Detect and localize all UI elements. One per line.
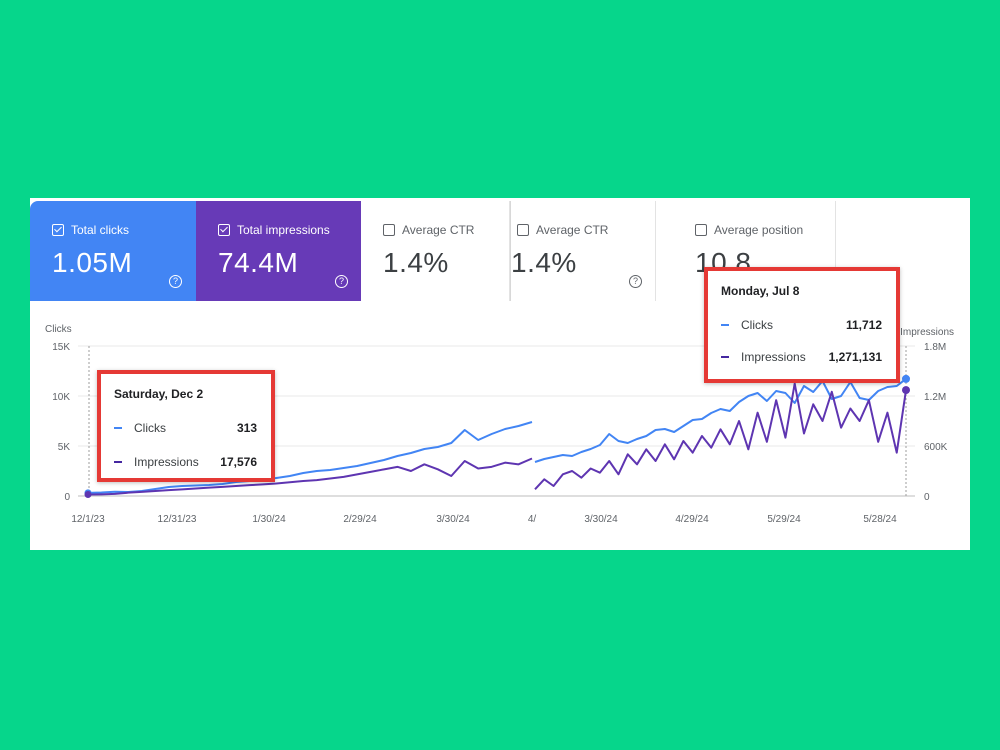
tooltip-impressions-row: Impressions 1,271,131 xyxy=(721,350,882,364)
clicks-series-line xyxy=(87,421,533,494)
x-axis-tick: 12/1/23 xyxy=(71,514,105,525)
tooltip-impressions-value: 1,271,131 xyxy=(828,350,882,364)
total-impressions-label: Total impressions xyxy=(218,223,330,237)
average-ctr-card-duplicate[interactable]: Average CTR 1.4% ? xyxy=(510,201,656,301)
impressions-legend-icon xyxy=(114,461,122,463)
clicks-series-line xyxy=(534,378,907,463)
tooltip-title: Saturday, Dec 2 xyxy=(114,387,204,401)
impressions-series-line xyxy=(87,457,533,496)
total-clicks-card[interactable]: Total clicks 1.05M ? xyxy=(30,201,196,301)
x-axis-tick: 12/31/23 xyxy=(158,514,197,525)
impressions-point-marker xyxy=(902,386,910,395)
chart-axes: Clicks15K10K5K0Impressions1.8M1.2M600K01… xyxy=(45,324,954,525)
checkbox-unchecked-icon[interactable] xyxy=(517,224,529,236)
y-axis-left-tick: 15K xyxy=(52,342,70,353)
x-axis-tick: 5/29/24 xyxy=(767,514,801,525)
tooltip-clicks-row: Clicks 11,712 xyxy=(721,318,882,332)
y-axis-right-title: Impressions xyxy=(900,327,954,338)
average-position-label: Average position xyxy=(695,223,803,237)
tooltip-jul-8: Monday, Jul 8 Clicks 11,712 Impressions … xyxy=(704,267,900,383)
x-axis-tick: 4/29/24 xyxy=(675,514,709,525)
impressions-legend-icon xyxy=(721,356,729,358)
y-axis-left-tick: 5K xyxy=(58,442,71,453)
y-axis-right-tick: 600K xyxy=(924,442,948,453)
tooltip-clicks-label: Clicks xyxy=(741,318,773,332)
chart-series xyxy=(87,378,907,496)
x-axis-tick: 2/29/24 xyxy=(343,514,377,525)
y-axis-right-tick: 0 xyxy=(924,492,930,503)
tooltip-impressions-value: 17,576 xyxy=(220,455,257,469)
average-ctr-label: Average CTR xyxy=(517,223,608,237)
total-clicks-value: 1.05M xyxy=(52,247,133,278)
tooltip-impressions-label: Impressions xyxy=(741,350,806,364)
x-axis-tick: 3/30/24 xyxy=(584,514,618,525)
impressions-series-line xyxy=(534,382,907,491)
tooltip-clicks-value: 313 xyxy=(236,421,257,435)
x-axis-tick: 5/28/24 xyxy=(863,514,897,525)
x-axis-tick: 3/30/24 xyxy=(436,514,470,525)
x-axis-tick: 4/ xyxy=(528,514,537,525)
y-axis-left-tick: 0 xyxy=(64,492,70,503)
impressions-point-marker xyxy=(84,491,92,499)
help-icon[interactable]: ? xyxy=(169,275,182,288)
y-axis-right-tick: 1.2M xyxy=(924,392,946,403)
total-impressions-card[interactable]: Total impressions 74.4M ? xyxy=(196,201,361,301)
tooltip-title: Monday, Jul 8 xyxy=(721,284,800,298)
y-axis-left-tick: 10K xyxy=(52,392,70,403)
checkbox-unchecked-icon[interactable] xyxy=(383,224,395,236)
tooltip-clicks-row: Clicks 313 xyxy=(114,421,257,435)
help-icon[interactable]: ? xyxy=(335,275,348,288)
total-impressions-value: 74.4M xyxy=(218,247,299,278)
checkbox-checked-icon[interactable] xyxy=(218,224,230,236)
average-ctr-card[interactable]: Average CTR 1.4% ? xyxy=(361,201,541,301)
checkbox-checked-icon[interactable] xyxy=(52,224,64,236)
tooltip-impressions-label: Impressions xyxy=(134,455,199,469)
clicks-legend-icon xyxy=(721,324,729,326)
help-icon[interactable]: ? xyxy=(629,275,642,288)
tooltip-dec-2: Saturday, Dec 2 Clicks 313 Impressions 1… xyxy=(97,370,275,482)
tooltip-clicks-value: 11,712 xyxy=(845,318,882,332)
average-ctr-value: 1.4% xyxy=(511,247,577,278)
total-clicks-label: Total clicks xyxy=(52,223,129,237)
checkbox-unchecked-icon[interactable] xyxy=(695,224,707,236)
average-ctr-value: 1.4% xyxy=(383,247,449,278)
clicks-point-marker xyxy=(902,374,910,383)
tooltip-clicks-label: Clicks xyxy=(134,421,166,435)
y-axis-right-tick: 1.8M xyxy=(924,342,946,353)
tooltip-impressions-row: Impressions 17,576 xyxy=(114,455,257,469)
clicks-legend-icon xyxy=(114,427,122,429)
chart-markers xyxy=(84,374,910,499)
x-axis-tick: 1/30/24 xyxy=(252,514,286,525)
y-axis-left-title: Clicks xyxy=(45,324,72,335)
average-ctr-label: Average CTR xyxy=(383,223,474,237)
metric-cards: Total clicks 1.05M ? Total impressions 7… xyxy=(30,201,970,301)
